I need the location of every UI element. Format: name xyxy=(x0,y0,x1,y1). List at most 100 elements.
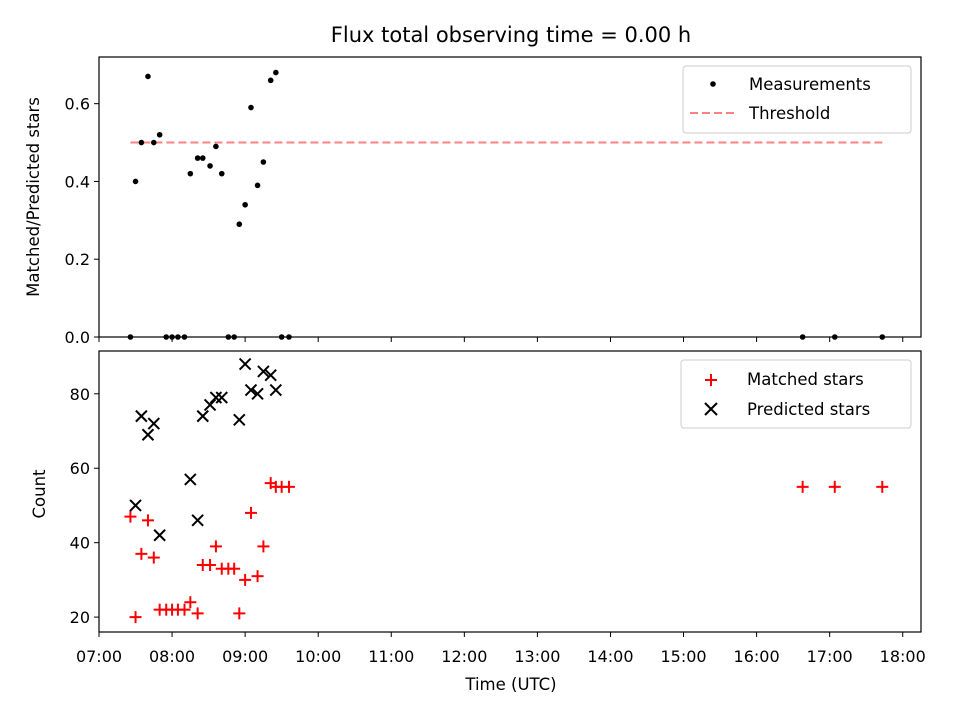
bottom-y-tick-label: 20 xyxy=(70,608,90,627)
measurement-point xyxy=(242,201,248,208)
x-tick-label: 15:00 xyxy=(660,647,706,666)
predicted-star-point xyxy=(184,473,197,486)
predicted-star-point xyxy=(269,383,283,397)
predicted-star-point xyxy=(215,391,228,404)
top-axes-frame xyxy=(98,56,922,338)
legend-threshold-label: Threshold xyxy=(748,104,830,123)
chart-title: Flux total observing time = 0.00 h xyxy=(331,23,691,47)
predicted-star-point xyxy=(196,409,209,423)
bottom-data-layer xyxy=(124,357,889,624)
predicted-star-point xyxy=(135,409,148,423)
matched-star-point xyxy=(209,540,222,553)
bottom-y-tick-label: 60 xyxy=(70,459,90,478)
predicted-star-point xyxy=(191,514,204,527)
matched-star-point xyxy=(282,480,295,493)
measurement-point xyxy=(213,143,219,150)
bottom-y-tick-label: 40 xyxy=(70,534,90,553)
measurement-point xyxy=(132,178,139,185)
x-axis-label: Time (UTC) xyxy=(464,675,556,694)
matched-star-point xyxy=(251,570,264,583)
predicted-star-point xyxy=(244,383,258,397)
x-tick-label: 09:00 xyxy=(222,647,268,666)
predicted-star-point xyxy=(203,398,217,412)
top-y-tick-label: 0.2 xyxy=(65,250,90,269)
x-tick-label: 08:00 xyxy=(149,647,195,666)
measurement-point xyxy=(248,104,254,111)
matched-star-point xyxy=(828,480,841,493)
predicted-star-point xyxy=(264,368,277,382)
bottom-y-tick-label: 80 xyxy=(70,385,90,404)
measurement-point xyxy=(254,182,261,189)
x-tick-label: 18:00 xyxy=(880,647,926,666)
measurement-point xyxy=(151,139,157,146)
measurement-point xyxy=(199,155,206,161)
top-y-axis-label: Matched/Predicted stars xyxy=(24,97,43,297)
matched-star-point xyxy=(244,506,257,519)
matched-star-point xyxy=(178,603,191,616)
matched-star-point xyxy=(141,514,154,527)
matched-star-point xyxy=(191,607,204,620)
bottom-panel: 20 40 60 80 07:00 08:00 09:00 10:00 11:00 12:00 1… xyxy=(30,350,926,694)
matched-star-point xyxy=(204,559,217,572)
predicted-star-point xyxy=(141,428,155,441)
measurement-point xyxy=(194,155,201,161)
measurement-point xyxy=(267,77,274,84)
bottom-legend: Matched stars Predicted stars xyxy=(680,359,912,429)
predicted-star-point xyxy=(257,365,270,378)
predicted-star-point xyxy=(129,499,142,512)
measurement-point xyxy=(273,69,279,76)
predicted-star-point xyxy=(233,413,246,427)
bottom-axes-frame xyxy=(98,350,922,633)
top-x-ticks xyxy=(98,337,904,342)
matched-star-point xyxy=(129,611,142,624)
bottom-legend-box xyxy=(680,359,912,429)
matched-star-point xyxy=(876,480,889,493)
x-tick-label: 11:00 xyxy=(368,647,414,666)
x-tick-label: 17:00 xyxy=(807,647,853,666)
predicted-star-point xyxy=(209,391,223,404)
x-tick-label: 16:00 xyxy=(734,647,780,666)
legend-measurements-marker xyxy=(710,81,716,87)
top-y-tick-label: 0.0 xyxy=(65,328,90,347)
top-y-tick-label: 0.6 xyxy=(65,95,90,114)
matched-star-point xyxy=(124,510,137,523)
measurement-point xyxy=(145,73,151,80)
matched-star-point xyxy=(233,607,246,620)
top-legend: Measurements Threshold xyxy=(682,65,912,134)
x-tick-label: 10:00 xyxy=(295,647,341,666)
predicted-star-point xyxy=(153,529,166,542)
measurement-point xyxy=(138,139,145,146)
top-y-ticks: 0.0 0.2 0.4 0.6 xyxy=(65,95,99,347)
x-tick-label: 07:00 xyxy=(76,647,122,666)
top-y-tick-label: 0.4 xyxy=(65,172,90,191)
matched-star-point xyxy=(147,551,160,564)
legend-matched-label: Matched stars xyxy=(747,370,864,389)
x-tick-label: 13:00 xyxy=(514,647,560,666)
legend-predicted-label: Predicted stars xyxy=(747,400,870,419)
matched-star-point xyxy=(135,547,148,560)
predicted-star-point xyxy=(238,357,252,371)
matched-star-point xyxy=(239,573,252,586)
predicted-star-point xyxy=(147,417,161,430)
top-panel: 0.0 0.2 0.4 0.6 Matched/Predicted stars Mea… xyxy=(24,56,922,347)
measurement-point xyxy=(236,221,243,228)
x-tick-label: 12:00 xyxy=(441,647,487,666)
top-legend-box xyxy=(682,65,912,134)
matched-star-point xyxy=(257,540,270,553)
legend-measurements-label: Measurements xyxy=(749,75,871,94)
matched-star-point xyxy=(228,562,241,575)
measurement-point xyxy=(260,159,267,165)
matched-star-point xyxy=(184,596,197,609)
legend-matched-marker xyxy=(705,374,717,386)
matched-star-point xyxy=(796,480,809,493)
bottom-y-axis-label: Count xyxy=(30,469,49,519)
measurement-point xyxy=(218,170,225,177)
measurement-point xyxy=(187,170,194,177)
bottom-x-ticks: 07:00 08:00 09:00 10:00 11:00 12:00 13:00 14:00… xyxy=(76,632,926,666)
bottom-y-ticks: 20 40 60 80 xyxy=(70,385,99,627)
x-tick-label: 14:00 xyxy=(587,647,633,666)
legend-predicted-marker xyxy=(704,402,718,416)
measurement-point xyxy=(207,163,213,169)
predicted-star-point xyxy=(251,387,264,401)
